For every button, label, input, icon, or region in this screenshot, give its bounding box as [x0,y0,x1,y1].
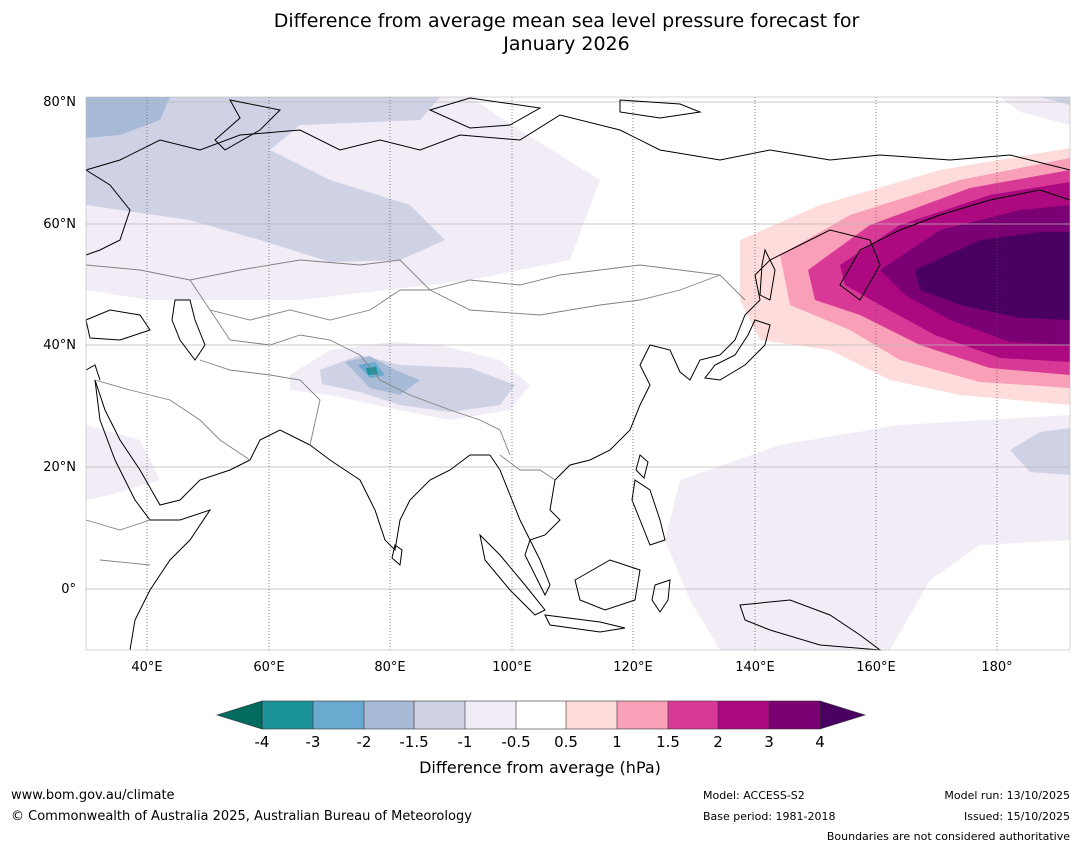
colorbar-tick: -1 [457,733,473,751]
colorbar-extend-low [215,700,263,730]
border-africa [85,519,151,566]
coastline-taiwan [635,454,649,479]
border-kazakhstan [189,279,430,321]
colorbar-outline [261,700,821,730]
coastline-black-sea [85,309,151,341]
footer-copyright: © Commonwealth of Australia 2025, Austra… [11,809,472,824]
anomaly-minus15-arctic [1040,97,1070,105]
coastline-taymyr [428,97,542,129]
footer-issued: Issued: 15/10/2025 [963,810,1070,823]
colorbar-tick: -2 [356,733,372,751]
coastline-arabia [94,379,311,506]
coastline-africa [94,379,212,651]
lon-label-120e: 120°E [613,660,653,675]
lat-label-40n: 40°N [43,338,76,353]
coastline-korea-china [489,344,721,541]
anomaly-minus4-tibet [366,367,378,375]
lat-label-20n: 20°N [43,460,76,475]
lon-label-100e: 100°E [492,660,532,675]
footer-model-run: Model run: 13/10/2025 [944,789,1070,802]
colorbar-swatch-3 [364,701,414,729]
colorbar-tick: 1 [612,733,622,751]
colorbar-tick: 0.5 [554,733,578,751]
colorbar-swatch-11 [769,701,820,729]
colorbar-swatch-8 [617,701,668,729]
colorbar-swatch-1 [262,701,313,729]
anomaly-minus1-pacific [665,415,1070,650]
colorbar-tick: 3 [764,733,774,751]
colorbar [215,700,867,730]
coastline-pacific-russia [719,189,1071,356]
coastline-scandinavia [85,169,131,256]
lon-label-180: 180° [981,660,1013,675]
coastline-java [544,614,626,633]
border-mongolia [429,274,721,316]
footer-url[interactable]: www.bom.gov.au/climate [11,788,175,803]
coastlines [85,97,1071,651]
border-central-asia [209,309,361,356]
coastline-caspian [171,299,206,361]
colorbar-swatch-2 [313,701,364,729]
coastline-sakhalin [759,248,776,301]
anomaly-minus15-russia [86,97,445,262]
colorbar-extend-high [819,700,867,730]
colorbar-swatch-9 [668,701,718,729]
border-middle-east [94,379,251,461]
map-title: Difference from average mean sea level p… [0,10,1081,56]
country-borders [85,259,746,566]
footer-disclaimer: Boundaries are not considered authoritat… [826,830,1070,843]
colorbar-tick: -1.5 [399,733,429,751]
coastline-malaysia [524,538,551,597]
coastline-novaya-zemlya [214,99,282,151]
lon-label-160e: 160°E [856,660,896,675]
footer-base-period: Base period: 1981-2018 [703,810,836,823]
lat-gridlines [86,101,1070,590]
coastline-mediterranean [85,364,101,381]
coastline-india [309,444,490,552]
anomaly-minus2-russia [86,97,170,138]
lon-label-40e: 40°E [131,660,163,675]
border-russia-south [85,259,746,301]
colorbar-swatch-7 [566,701,617,729]
anomaly-plus4-pacific [915,232,1070,320]
coastline-sumatra [479,533,546,616]
colorbar-title: Difference from average (hPa) [419,758,661,777]
anomaly-minus1-arabia [86,425,160,500]
anomaly-minus15-pacific [1010,428,1070,475]
coastline-borneo [574,559,641,611]
coastline-arctic-russia [85,114,1071,171]
border-china-india [359,354,511,456]
coastline-new-siberian [619,99,702,119]
lat-label-60n: 60°N [43,217,76,232]
colorbar-tick: 1.5 [656,733,680,751]
colorbar-tick: 4 [815,733,825,751]
colorbar-swatch-6 [516,701,566,729]
colorbar-swatch-5 [465,701,516,729]
lon-label-60e: 60°E [253,660,285,675]
map-title-line1: Difference from average mean sea level p… [273,10,860,32]
anomaly-minus1-arctic [1000,97,1070,125]
colorbar-tick: -0.5 [501,733,531,751]
lon-gridlines [146,97,998,650]
border-se-asia [499,454,556,481]
colorbar-swatch-4 [414,701,465,729]
coastline-philippines [631,479,666,546]
colorbar-tick: 2 [713,733,723,751]
coastline-sri-lanka [391,544,403,566]
map-title-line2: January 2026 [503,33,630,55]
lon-label-80e: 80°E [374,660,406,675]
map-frame [85,96,1071,651]
lon-label-140e: 140°E [735,660,775,675]
border-iran-afghan [199,359,321,446]
footer-model: Model: ACCESS-S2 [703,789,805,802]
lat-label-0: 0° [61,582,76,597]
colorbar-tick: -3 [305,733,321,751]
lat-label-80n: 80°N [43,95,76,110]
colorbar-swatch-10 [718,701,769,729]
colorbar-tick: -4 [254,733,270,751]
coastline-sulawesi [651,579,671,613]
coastline-japan [704,319,771,381]
